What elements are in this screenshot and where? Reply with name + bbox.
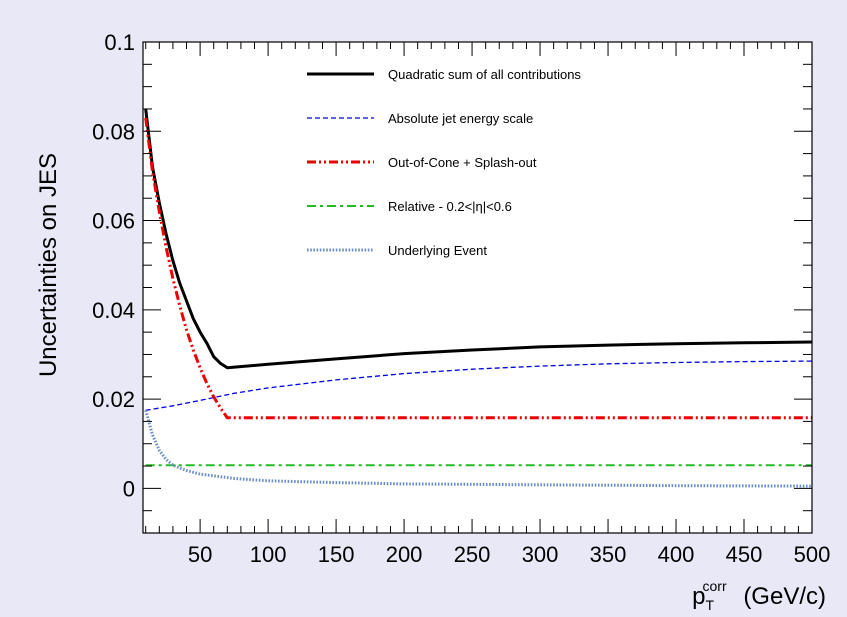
- y-tick-label: 0.06: [92, 209, 135, 234]
- legend-label-4: Underlying Event: [388, 243, 487, 258]
- x-tick-label: 450: [726, 542, 763, 567]
- x-axis-title-superscript: corr: [703, 578, 727, 594]
- series-line-0: [144, 108, 813, 370]
- x-axis-title-unit: [737, 583, 744, 610]
- y-tick-label: 0.1: [104, 30, 135, 55]
- legend: Quadratic sum of all contributions Absolu…: [307, 67, 581, 258]
- x-tick-label: 200: [386, 542, 423, 567]
- y-tick-label: 0: [123, 476, 135, 501]
- x-tick-label: 400: [658, 542, 695, 567]
- x-axis-title: pTcorr (GeV/c): [692, 578, 826, 613]
- legend-label-0: Quadratic sum of all contributions: [388, 67, 581, 82]
- y-axis-title: Uncertainties on JES: [35, 153, 62, 377]
- x-tick-label: 50: [188, 542, 212, 567]
- legend-label-2: Out-of-Cone + Splash-out: [388, 155, 537, 170]
- x-tick-label: 500: [794, 542, 831, 567]
- x-tick-label: 100: [250, 542, 287, 567]
- x-axis-title-subscript: T: [706, 597, 715, 613]
- x-axis-title-main: p: [692, 583, 705, 610]
- x-tick-label: 350: [590, 542, 627, 567]
- plot-area: [143, 42, 812, 533]
- y-tick-label: 0.04: [92, 298, 135, 323]
- x-axis-title-unit-text: (GeV/c): [743, 583, 826, 610]
- legend-label-3: Relative - 0.2<|η|<0.6: [388, 199, 512, 214]
- series-line-2: [144, 117, 812, 420]
- x-tick-label: 250: [454, 542, 491, 567]
- legend-label-1: Absolute jet energy scale: [388, 111, 533, 126]
- plot-frame: [142, 41, 813, 534]
- x-tick-label: 150: [318, 542, 355, 567]
- y-tick-label: 0.02: [92, 387, 135, 412]
- tick-layer: 50 100 150 200 250 300 350 400 450 500 0 0.02 0.04 0.…: [92, 30, 830, 567]
- y-tick-label: 0.08: [92, 119, 135, 144]
- series-layer: [144, 108, 813, 488]
- x-tick-label: 300: [522, 542, 559, 567]
